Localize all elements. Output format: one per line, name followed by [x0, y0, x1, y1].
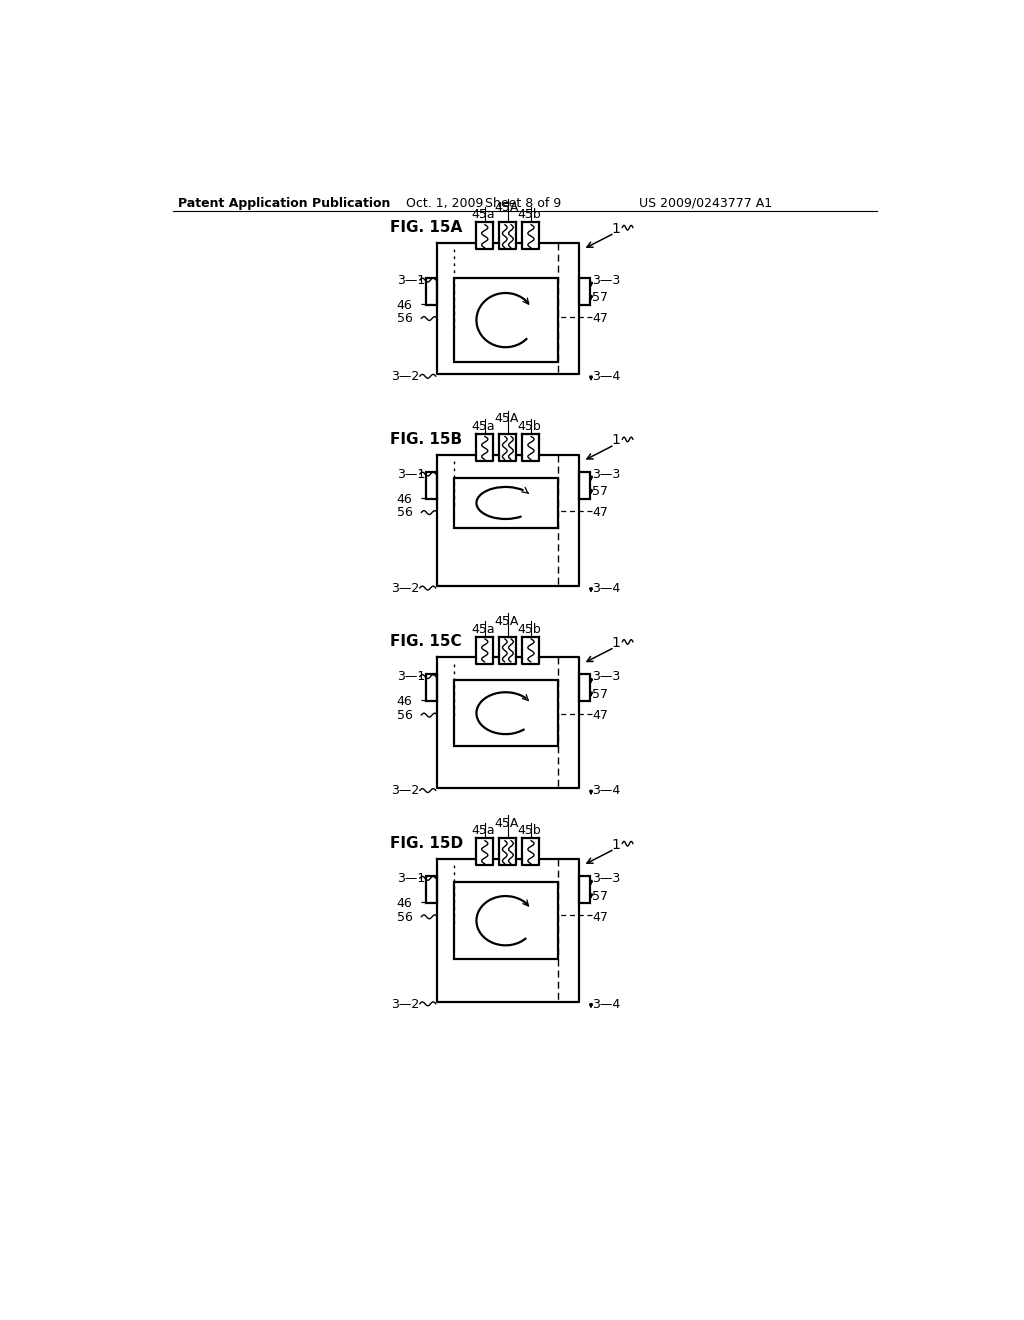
Text: 47: 47	[592, 709, 608, 722]
Text: FIG. 15A: FIG. 15A	[390, 220, 463, 235]
Text: 46: 46	[396, 298, 413, 312]
Text: 3—3: 3—3	[592, 671, 621, 684]
Bar	[580, 675, 590, 701]
Text: 1: 1	[611, 636, 621, 649]
Text: 57: 57	[592, 292, 608, 304]
Bar	[454, 478, 557, 528]
Text: 3—4: 3—4	[592, 370, 621, 383]
Text: Oct. 1, 2009: Oct. 1, 2009	[407, 197, 483, 210]
Text: 45b: 45b	[517, 623, 542, 636]
Text: 3—2: 3—2	[391, 784, 420, 797]
Text: 45a: 45a	[471, 209, 495, 222]
Text: 45A: 45A	[495, 412, 518, 425]
Text: 3—1: 3—1	[396, 469, 425, 480]
Text: 46: 46	[396, 696, 413, 709]
Bar	[454, 277, 557, 363]
Text: 3—1: 3—1	[396, 671, 425, 684]
Text: 45b: 45b	[517, 209, 542, 222]
Bar	[454, 681, 557, 746]
Bar	[454, 882, 557, 960]
Text: 3—1: 3—1	[396, 275, 425, 286]
Bar	[580, 277, 590, 305]
Text: 1: 1	[611, 838, 621, 851]
Text: 57: 57	[592, 688, 608, 701]
Text: 45A: 45A	[495, 817, 518, 830]
Text: US 2009/0243777 A1: US 2009/0243777 A1	[639, 197, 772, 210]
Text: 3—2: 3—2	[391, 582, 420, 595]
Text: Patent Application Publication: Patent Application Publication	[178, 197, 391, 210]
Text: 3—4: 3—4	[592, 582, 621, 595]
Bar	[426, 277, 436, 305]
Text: 45A: 45A	[495, 201, 518, 214]
Text: 3—3: 3—3	[592, 469, 621, 480]
Text: 46: 46	[396, 492, 413, 506]
Text: 1: 1	[611, 222, 621, 235]
Text: FIG. 15D: FIG. 15D	[390, 836, 464, 851]
Text: FIG. 15B: FIG. 15B	[390, 432, 463, 446]
Bar	[580, 876, 590, 903]
Text: 3—4: 3—4	[592, 998, 621, 1011]
Text: 3—2: 3—2	[391, 998, 420, 1011]
Text: 1: 1	[611, 433, 621, 447]
Text: 47: 47	[592, 313, 608, 326]
Text: 45a: 45a	[471, 623, 495, 636]
Text: 57: 57	[592, 486, 608, 498]
Text: 45b: 45b	[517, 420, 542, 433]
Bar	[426, 471, 436, 499]
Text: 56: 56	[396, 507, 413, 520]
Bar	[580, 471, 590, 499]
Text: 47: 47	[592, 911, 608, 924]
Text: 3—3: 3—3	[592, 873, 621, 886]
Bar	[426, 675, 436, 701]
Text: 56: 56	[396, 313, 413, 326]
Text: 45a: 45a	[471, 420, 495, 433]
Text: 45b: 45b	[517, 825, 542, 837]
Text: 45A: 45A	[495, 615, 518, 628]
Text: 3—3: 3—3	[592, 275, 621, 286]
Text: 46: 46	[396, 898, 413, 911]
Text: 56: 56	[396, 911, 413, 924]
Text: 3—1: 3—1	[396, 873, 425, 886]
Text: 57: 57	[592, 890, 608, 903]
Text: Sheet 8 of 9: Sheet 8 of 9	[484, 197, 561, 210]
Text: 56: 56	[396, 709, 413, 722]
Bar	[426, 876, 436, 903]
Text: 45a: 45a	[471, 825, 495, 837]
Text: FIG. 15C: FIG. 15C	[390, 635, 462, 649]
Text: 3—2: 3—2	[391, 370, 420, 383]
Text: 47: 47	[592, 507, 608, 520]
Text: 3—4: 3—4	[592, 784, 621, 797]
